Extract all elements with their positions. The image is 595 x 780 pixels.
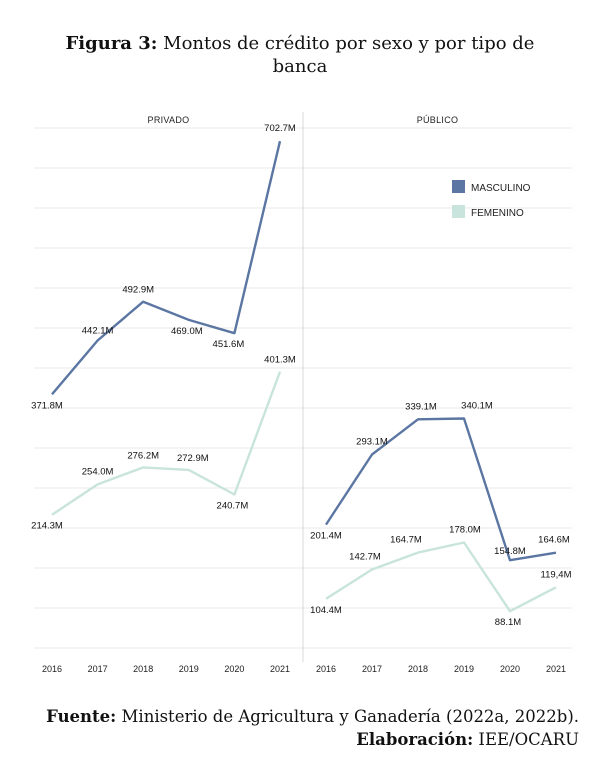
x-tick-label: 2021 (270, 664, 290, 674)
series-line-femenino-1 (325, 541, 557, 613)
data-label: 164.7M (390, 535, 422, 546)
data-label: 340.1M (461, 401, 493, 412)
data-label: 254.0M (82, 466, 114, 477)
data-label: 178.0M (449, 525, 481, 536)
series-line-masculino-0 (51, 140, 282, 396)
data-label: 293.1M (356, 437, 388, 448)
figure-title: Figura 3: Montos de crédito por sexo y p… (60, 32, 540, 78)
x-tick-label: 2016 (316, 664, 336, 674)
data-label: 142.7M (349, 552, 381, 563)
series-line-femenino-0 (51, 371, 282, 516)
data-label: 154.8M (494, 546, 526, 557)
credit-label: Elaboración: (356, 730, 474, 749)
data-label: 339.1M (405, 401, 437, 412)
data-label: 469.0M (171, 326, 203, 337)
data-label: 442.1M (82, 326, 114, 337)
x-tick-label: 2020 (224, 664, 244, 674)
data-label: 272.9M (177, 453, 209, 464)
series-line-masculino-1 (324, 417, 557, 562)
data-label: 276.2M (127, 450, 159, 461)
x-tick-label: 2017 (88, 664, 108, 674)
figure-title-prefix: Figura 3: (65, 33, 158, 54)
source-line: Fuente: Ministerio de Agricultura y Gana… (46, 706, 579, 728)
source-text: Ministerio de Agricultura y Ganadería (2… (121, 707, 579, 726)
x-tick-label: 2018 (133, 664, 153, 674)
data-label: 451.6M (213, 339, 245, 350)
data-label: 492.9M (122, 285, 154, 296)
x-tick-label: 2017 (362, 664, 382, 674)
data-label: 702.7M (264, 123, 296, 134)
x-tick-label: 2020 (500, 664, 520, 674)
data-label: 401.3M (264, 355, 296, 366)
data-label: 164.6M (538, 535, 570, 546)
data-label: 240.7M (217, 501, 249, 512)
legend-swatch-femenino (452, 205, 465, 218)
legend-label-femenino: FEMENINO (471, 208, 524, 219)
credit-text: IEE/OCARU (478, 730, 579, 749)
x-tick-label: 2016 (42, 664, 62, 674)
x-tick-label: 2019 (179, 664, 199, 674)
legend-swatch-masculino (452, 180, 465, 193)
x-tick-labels: 2016 2017 2018 2019 2020 2021 2016 2017 2018 2019… (42, 664, 566, 674)
data-labels: 371.8M 442.1M 492.9M 469.0M 451.6M 702.7M 214.… (31, 123, 571, 628)
figure-title-text: Montos de crédito por sexo y por tipo de… (163, 33, 535, 77)
x-tick-label: 2021 (546, 664, 566, 674)
panel-label-publico: PÚBLICO (417, 115, 459, 125)
x-tick-label: 2019 (454, 664, 474, 674)
panel-label-privado: PRIVADO (148, 115, 190, 125)
data-label: 201.4M (310, 531, 342, 542)
legend-label-masculino: MASCULINO (471, 183, 531, 194)
data-label: 104.4M (310, 605, 342, 616)
x-tick-label: 2018 (408, 664, 428, 674)
data-label: 119,4M (541, 569, 572, 580)
data-label: 214.3M (31, 521, 63, 532)
data-label: 371.8M (31, 400, 63, 411)
source-label: Fuente: (46, 707, 117, 726)
credit-line: Elaboración: IEE/OCARU (356, 729, 579, 751)
series-group (51, 140, 557, 613)
legend: MASCULINO FEMENINO (452, 180, 531, 219)
data-label: 88.1M (495, 617, 521, 628)
